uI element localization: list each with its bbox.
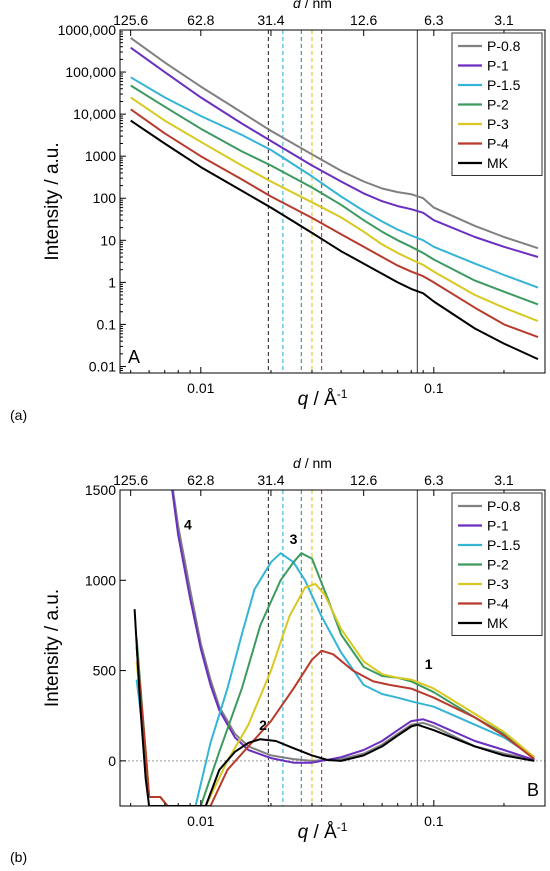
x-tick-label: 0.1 (424, 380, 444, 396)
series-line-p-4 (130, 108, 539, 339)
x-axis-var: q (298, 822, 309, 843)
top-axis-title: d / nm (293, 0, 332, 11)
top-axis-var: d (293, 0, 302, 11)
peak-annotation: 3 (290, 531, 298, 547)
peak-annotation: 2 (259, 717, 267, 733)
series-line-p-1 (171, 490, 535, 764)
legend-entry: P-1 (487, 58, 509, 74)
x-axis-var: q (298, 389, 309, 410)
x-axis-title: q / Å-1 (298, 820, 348, 843)
subfigure-label: (a) (10, 407, 27, 423)
top-tick-label: 31.4 (257, 12, 284, 28)
top-axis-var: d (293, 455, 302, 471)
legend-entry: P-1.5 (487, 537, 521, 553)
top-axis-unit: / nm (301, 455, 332, 471)
panel-label: B (527, 780, 539, 800)
top-tick-label: 125.6 (113, 12, 148, 28)
series-line-p-0-8 (130, 37, 539, 250)
series-line-p-1 (130, 46, 539, 258)
x-minor-ticks (130, 367, 505, 373)
legend-entry: P-1.5 (487, 77, 521, 93)
top-tick-label: 6.3 (424, 12, 444, 28)
series-line-p-1-5 (130, 76, 539, 289)
top-tick-label: 125.6 (113, 472, 148, 488)
x-tick-label: 0.1 (424, 813, 444, 829)
legend-entry: P-0.8 (487, 38, 521, 54)
x-axis-unit: / Å (308, 389, 337, 410)
y-tick-label: 0.1 (97, 316, 117, 332)
panel-label: A (128, 347, 140, 367)
y-tick-label: 0 (108, 753, 116, 769)
series-line-p-3 (130, 96, 539, 323)
panel-A: 0.01 0.1 0.01 0.1 1 10 100 1000 10,000 100,000 100… (42, 0, 546, 410)
x-axis-unit-sup: -1 (337, 820, 348, 834)
top-tick-label: 12.6 (350, 12, 377, 28)
x-axis-title: q / Å-1 (298, 387, 348, 410)
y-tick-label: 1500 (85, 482, 116, 498)
y-tick-label: 1000 (85, 572, 116, 588)
legend-entry: P-2 (487, 97, 509, 113)
legend: P-0.8 P-1 P-1.5 P-2 P-3 P-4 MK (451, 32, 543, 176)
top-tick-label: 62.8 (187, 472, 214, 488)
series-line-p-4 (135, 647, 535, 806)
peak-annotation: 4 (184, 517, 192, 533)
top-tick-label: 3.1 (494, 472, 514, 488)
plot-frame (119, 489, 546, 807)
subfigure-label: (b) (10, 849, 27, 865)
top-axis-unit: / nm (301, 0, 332, 11)
legend-entry: P-0.8 (487, 498, 521, 514)
y-axis-title: Intensity / a.u. (42, 589, 63, 707)
legend-entry: MK (487, 615, 509, 631)
y-tick-label: 10 (100, 232, 116, 248)
top-tick-label: 6.3 (424, 472, 444, 488)
x-tick-label: 0.01 (187, 380, 214, 396)
legend-entry: P-3 (487, 116, 509, 132)
y-tick-label: 1000 (85, 148, 116, 164)
y-tick-label: 100 (93, 190, 117, 206)
series-line-p-2 (130, 84, 539, 306)
y-tick-label: 1000,000 (58, 22, 117, 38)
top-tick-label: 62.8 (187, 12, 214, 28)
y-tick-label: 500 (93, 663, 117, 679)
plot-frame (119, 29, 546, 374)
legend-entry: P-4 (487, 136, 509, 152)
top-tick-label: 31.4 (257, 472, 284, 488)
x-tick-label: 0.01 (187, 813, 214, 829)
y-tick-label: 0.01 (89, 358, 116, 374)
y-tick-label: 100,000 (65, 64, 116, 80)
x-axis-unit: / Å (308, 822, 337, 843)
x-minor-ticks (130, 800, 505, 806)
legend-entry: P-2 (487, 557, 509, 573)
legend: P-0.8 P-1 P-1.5 P-2 P-3 P-4 MK (451, 492, 543, 636)
legend-entry: P-1 (487, 518, 509, 534)
peak-annotation: 1 (425, 656, 433, 672)
series-line-mk (133, 609, 535, 806)
legend-entry: P-4 (487, 596, 509, 612)
y-axis-title: Intensity / a.u. (42, 142, 63, 260)
x-axis-unit-sup: -1 (337, 387, 348, 401)
top-tick-label: 12.6 (350, 472, 377, 488)
y-tick-label: 10,000 (73, 106, 116, 122)
y-tick-label: 1 (108, 274, 116, 290)
series-group (130, 37, 539, 361)
legend-entry: MK (487, 155, 509, 171)
series-group (133, 490, 535, 806)
top-axis-title: d / nm (293, 455, 332, 471)
legend-entry: P-3 (487, 576, 509, 592)
series-line-p-0-8 (171, 490, 535, 762)
series-line-mk (130, 119, 539, 361)
top-tick-label: 3.1 (494, 12, 514, 28)
